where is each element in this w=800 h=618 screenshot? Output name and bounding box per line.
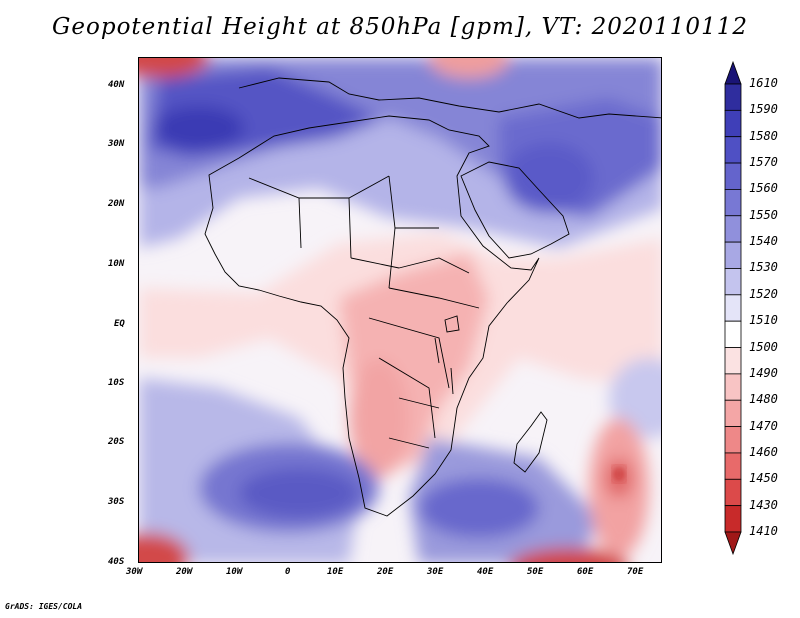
colorbar-label: 1410: [749, 524, 778, 538]
colorbar-label: 1500: [749, 339, 778, 354]
madagascar: [513, 411, 548, 473]
lon-label: 60E: [577, 567, 594, 577]
colorbar-label: 1560: [749, 181, 778, 196]
arabian-peninsula: [460, 161, 570, 259]
colorbar-label: 1460: [749, 444, 778, 459]
contour-azores-high: [154, 106, 244, 150]
contour-east-indian-blue: [609, 358, 661, 438]
colorbar-swatch: [724, 426, 742, 454]
colorbar-label: 1520: [749, 286, 778, 301]
colorbar: [724, 60, 742, 556]
lon-label: 0: [285, 567, 291, 577]
lon-label: 30W: [126, 567, 143, 577]
africa-coastline: [204, 115, 540, 517]
colorbar-swatch: [724, 452, 742, 480]
colorbar-swatch: [724, 373, 742, 401]
contour-st-helena-core: [239, 468, 359, 518]
colorbar-swatch: [724, 347, 742, 375]
colorbar-swatch: [724, 241, 742, 269]
colorbar-bottom-triangle: [724, 531, 742, 556]
colorbar-swatch: [724, 399, 742, 427]
lat-label: 10N: [108, 259, 125, 269]
lat-label: 10S: [108, 378, 125, 388]
lon-label: 70E: [627, 567, 644, 577]
colorbar-label: 1550: [749, 207, 778, 222]
colorbar-label: 1610: [749, 76, 778, 90]
colorbar-label: 1470: [749, 418, 778, 433]
colorbar-label: 1580: [749, 128, 778, 143]
europe-coast: [238, 77, 661, 119]
lon-label: 10W: [226, 567, 243, 577]
lon-label: 20E: [377, 567, 394, 577]
lon-label: 10E: [327, 567, 344, 577]
lat-label: 20N: [108, 199, 125, 209]
colorbar-swatch: [724, 505, 742, 533]
colorbar-swatch: [724, 162, 742, 190]
lake-tanganyika: [434, 337, 440, 364]
contour-south-low-left: [139, 533, 189, 562]
lake-malawi: [450, 367, 454, 395]
colorbar-swatch: [724, 189, 742, 217]
colorbar-swatch: [724, 320, 742, 348]
colorbar-swatch: [724, 136, 742, 164]
lon-label: 20W: [176, 567, 193, 577]
colorbar-swatch: [724, 83, 742, 111]
colorbar-swatch: [724, 215, 742, 243]
chart-title: Geopotential Height at 850hPa [gpm], VT:…: [52, 14, 748, 40]
colorbar-top-triangle: [724, 60, 742, 85]
colorbar-swatch: [724, 268, 742, 296]
lat-label: 30N: [108, 139, 125, 149]
grads-credit: GrADS: IGES/COLA: [5, 602, 83, 611]
lake-victoria: [444, 315, 460, 333]
contour-kalahari-low: [349, 358, 409, 478]
lon-label: 50E: [527, 567, 544, 577]
colorbar-label: 1430: [749, 497, 778, 512]
contour-indian-low-center: [614, 468, 624, 480]
colorbar-label: 1510: [749, 313, 778, 328]
colorbar-swatch: [724, 294, 742, 322]
lat-label: EQ: [114, 319, 125, 329]
contour-north-low-left: [139, 58, 209, 78]
colorbar-label: 1540: [749, 234, 778, 249]
contour-south-low-right: [511, 548, 627, 562]
contour-persia-high: [504, 143, 594, 213]
colorbar-label: 1590: [749, 102, 778, 117]
lon-label: 40E: [477, 567, 494, 577]
colorbar-swatch: [724, 109, 742, 138]
lat-label: 40N: [108, 80, 125, 90]
colorbar-swatch: [724, 478, 742, 507]
colorbar-label: 1530: [749, 260, 778, 275]
colorbar-label: 1490: [749, 365, 778, 380]
colorbar-label: 1450: [749, 471, 778, 486]
lon-label: 30E: [427, 567, 444, 577]
lat-label: 20S: [108, 437, 125, 447]
colorbar-label: 1570: [749, 155, 778, 170]
contour-mascarene-high: [419, 478, 539, 538]
lat-label: 40S: [108, 557, 125, 567]
colorbar-label: 1480: [749, 392, 778, 407]
country-borders: [248, 175, 480, 449]
lat-label: 30S: [108, 497, 125, 507]
map-plot-area: [138, 57, 662, 563]
contour-north-low-top: [429, 58, 509, 78]
